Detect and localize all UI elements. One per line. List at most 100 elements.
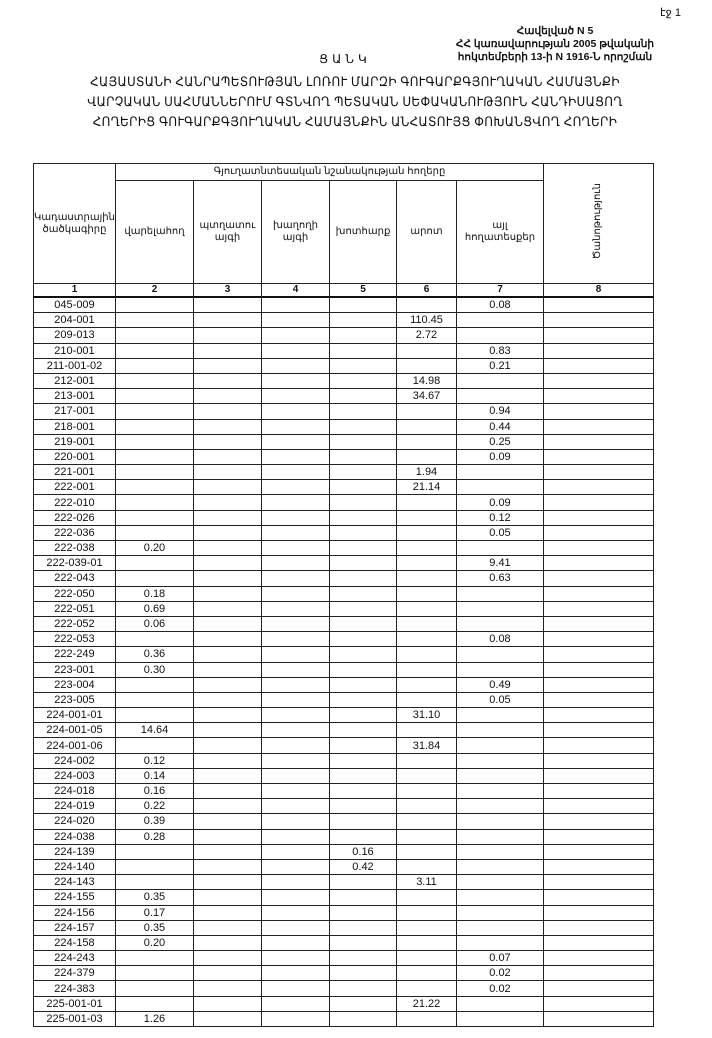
area-cell (328, 539, 397, 557)
cadastral-code-cell: 224-379 (33, 965, 116, 982)
area-cell (114, 843, 194, 860)
table-row: 225-001-03 1.26 (33, 1010, 654, 1028)
area-cell (395, 965, 457, 982)
area-cell: 0.44 (455, 418, 544, 435)
cadastral-code-cell: 211-001-02 (33, 357, 116, 374)
area-cell: 0.69 (114, 600, 194, 617)
area-cell: 9.41 (455, 555, 544, 572)
area-cell (542, 570, 654, 587)
area-cell: 21.14 (395, 479, 457, 496)
table-row: 224-003 0.14 (33, 767, 654, 785)
area-cell (192, 615, 262, 633)
area-cell (395, 843, 457, 860)
area-cell (192, 752, 262, 769)
area-cell (192, 372, 262, 390)
area-cell (260, 995, 330, 1012)
area-cell (114, 357, 194, 374)
cadastral-code-cell: 222-010 (33, 494, 116, 511)
column-number: 4 (260, 283, 330, 298)
area-cell (395, 646, 457, 663)
area-cell (260, 600, 330, 617)
area-cell (328, 418, 397, 435)
area-cell (395, 555, 457, 572)
area-cell (114, 965, 194, 982)
area-cell (114, 342, 194, 359)
cadastral-code-cell: 224-155 (33, 889, 116, 906)
table-row: 224-001-01 31.10 (33, 707, 654, 724)
area-cell (328, 707, 397, 724)
area-cell (395, 828, 457, 845)
area-cell (395, 691, 457, 709)
header-arable: վարելահող (114, 180, 194, 284)
area-cell (192, 327, 262, 344)
area-cell (455, 798, 544, 815)
cadastral-code-cell: 217-001 (33, 403, 116, 420)
table-row: 222-036 0.05 (33, 524, 654, 542)
area-cell: 110.45 (395, 312, 457, 329)
area-cell (395, 631, 457, 648)
cadastral-code-cell: 224-383 (33, 980, 116, 997)
cadastral-code-cell: 212-001 (33, 372, 116, 390)
area-cell (192, 828, 262, 845)
area-cell (395, 494, 457, 511)
table-row: 045-009 0.08 (33, 296, 654, 314)
table-row: 222-053 0.08 (33, 631, 654, 648)
area-cell (192, 858, 262, 876)
area-cell (542, 752, 654, 769)
area-cell (260, 767, 330, 785)
area-cell (395, 767, 457, 785)
area-cell (542, 874, 654, 891)
area-cell (455, 707, 544, 724)
cadastral-code-cell: 210-001 (33, 342, 116, 359)
area-cell (328, 646, 397, 663)
area-cell (260, 889, 330, 906)
area-cell (542, 509, 654, 526)
table-row: 224-143 3.11 (33, 874, 654, 891)
table-row: 224-243 0.07 (33, 950, 654, 967)
area-cell (114, 464, 194, 481)
area-cell (114, 858, 194, 876)
area-cell: 31.10 (395, 707, 457, 724)
heading-line: ՎԱՐՉԱԿԱՆ ՍԱՀՄԱՆՆԵՐՈՒՄ ԳՏՆՎՈՂ ՊԵՏԱԿԱՆ ՍԵՓ… (87, 94, 623, 109)
area-cell (328, 767, 397, 785)
area-cell (260, 798, 330, 815)
area-cell (328, 798, 397, 815)
area-cell (542, 448, 654, 466)
area-cell (192, 631, 262, 648)
cadastral-code-cell: 225-001-01 (33, 995, 116, 1012)
area-cell (192, 722, 262, 739)
cadastral-code-cell: 224-158 (33, 934, 116, 952)
area-cell (455, 327, 544, 344)
area-cell (328, 874, 397, 891)
area-cell: 0.02 (455, 980, 544, 997)
table-row: 209-013 2.72 (33, 327, 654, 344)
area-cell (192, 539, 262, 557)
area-cell (260, 646, 330, 663)
header-pasture: արոտ (395, 180, 457, 284)
cadastral-code-cell: 224-018 (33, 782, 116, 800)
area-cell (114, 691, 194, 709)
area-cell (395, 403, 457, 420)
area-cell (192, 418, 262, 435)
area-cell: 0.35 (114, 889, 194, 906)
area-cell (455, 919, 544, 936)
area-cell (542, 858, 654, 876)
area-cell: 31.84 (395, 737, 457, 754)
cadastral-code-cell: 224-038 (33, 828, 116, 845)
area-cell (328, 494, 397, 511)
area-cell (455, 752, 544, 769)
table-row: 223-004 0.49 (33, 676, 654, 693)
area-cell (260, 615, 330, 633)
table-row: 222-010 0.09 (33, 494, 654, 511)
area-cell (260, 296, 330, 314)
area-cell (455, 539, 544, 557)
area-cell (192, 464, 262, 481)
table-row: 222-039-01 9.41 (33, 555, 654, 572)
area-cell (114, 524, 194, 542)
area-cell (114, 327, 194, 344)
table-row: 224-379 0.02 (33, 965, 654, 982)
area-cell (395, 342, 457, 359)
area-cell (395, 1010, 457, 1028)
area-cell (260, 752, 330, 769)
cadastral-code-cell: 222-052 (33, 615, 116, 633)
